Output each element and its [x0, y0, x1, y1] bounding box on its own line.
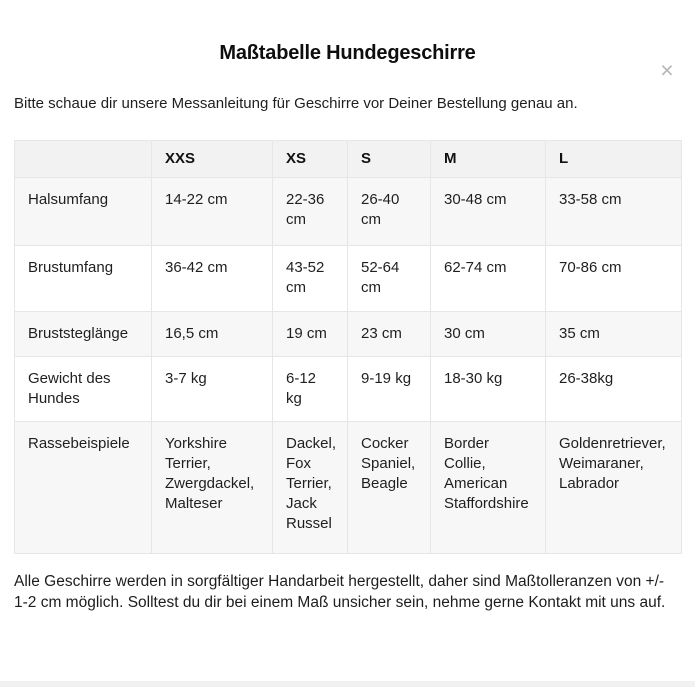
- tolerance-note: Alle Geschirre werden in sorgfältiger Ha…: [14, 573, 666, 611]
- column-header-m: M: [430, 140, 546, 178]
- table-cell: 6-12 kg: [272, 356, 348, 422]
- header-row: XXS XS S M L: [14, 140, 682, 178]
- row-label: Bruststeglänge: [14, 311, 152, 357]
- measuring-guide-note: Bitte schaue dir unsere Messanleitung fü…: [14, 95, 578, 112]
- table-cell: Cocker Spaniel, Beagle: [347, 421, 431, 554]
- table-cell: 16,5 cm: [151, 311, 273, 357]
- table-cell: Border Collie, American Staffordshire: [430, 421, 546, 554]
- column-header-xs: XS: [272, 140, 348, 178]
- table-cell: 33-58 cm: [545, 177, 682, 246]
- table-cell: 9-19 kg: [347, 356, 431, 422]
- table-row: Bruststeglänge 16,5 cm 19 cm 23 cm 30 cm 35 c…: [14, 311, 682, 357]
- table-cell: 19 cm: [272, 311, 348, 357]
- table-cell: 22-36 cm: [272, 177, 348, 246]
- table-row: Brustumfang 36-42 cm 43-52 cm 52-64 cm 62-74…: [14, 245, 682, 312]
- row-label: Gewicht des Hundes: [14, 356, 152, 422]
- table-cell: 52-64 cm: [347, 245, 431, 312]
- column-header-l: L: [545, 140, 682, 178]
- table-cell: Dackel, Fox Terrier, Jack Russel: [272, 421, 348, 554]
- table-cell: Yorkshire Terrier, Zwergdackel, Malteser: [151, 421, 273, 554]
- close-icon[interactable]: ×: [653, 56, 681, 84]
- table-cell: 62-74 cm: [430, 245, 546, 312]
- table-cell: 3-7 kg: [151, 356, 273, 422]
- table-cell: 23 cm: [347, 311, 431, 357]
- size-table: XXS XS S M L Halsumfang 14-22 cm 22-36 cm 26-40…: [14, 140, 682, 554]
- row-label: Rassebeispiele: [14, 421, 152, 554]
- table-cell: 30 cm: [430, 311, 546, 357]
- table-cell: 70-86 cm: [545, 245, 682, 312]
- table-cell: 26-40 cm: [347, 177, 431, 246]
- table-cell: 26-38kg: [545, 356, 682, 422]
- page-title: Maßtabelle Hundegeschirre: [219, 42, 476, 64]
- table-cell: 35 cm: [545, 311, 682, 357]
- table-cell: 36-42 cm: [151, 245, 273, 312]
- table-row: Halsumfang 14-22 cm 22-36 cm 26-40 cm 30-48 …: [14, 177, 682, 246]
- table-cell: 18-30 kg: [430, 356, 546, 422]
- row-label: Brustumfang: [14, 245, 152, 312]
- row-label: Halsumfang: [14, 177, 152, 246]
- size-table-header: XXS XS S M L: [14, 140, 682, 178]
- table-cell: 30-48 cm: [430, 177, 546, 246]
- table-row: Gewicht des Hundes 3-7 kg 6-12 kg 9-19 kg 18…: [14, 356, 682, 422]
- column-header-s: S: [347, 140, 431, 178]
- page-bottom-edge: [0, 681, 695, 687]
- table-row: Rassebeispiele Yorkshire Terrier, Zwergda…: [14, 421, 682, 554]
- corner-header: [14, 140, 152, 178]
- table-cell: 14-22 cm: [151, 177, 273, 246]
- table-cell: 43-52 cm: [272, 245, 348, 312]
- table-cell: Goldenretriever, Weimaraner, Labrador: [545, 421, 682, 554]
- column-header-xxs: XXS: [151, 140, 273, 178]
- size-table-body: Halsumfang 14-22 cm 22-36 cm 26-40 cm 30-48 …: [14, 177, 682, 554]
- size-chart-modal: × Maßtabelle Hundegeschirre Bitte schaue…: [0, 42, 695, 613]
